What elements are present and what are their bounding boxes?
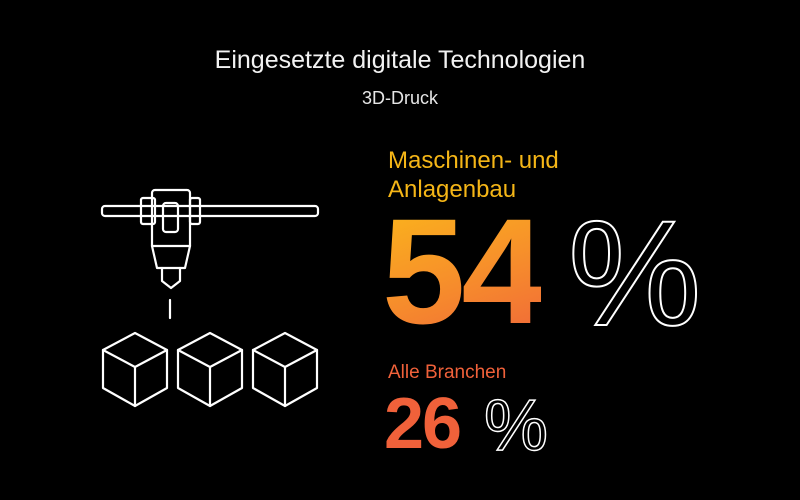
- stat-all-label: Alle Branchen: [388, 362, 507, 383]
- stat-industry-label: Maschinen- und Anlagenbau: [388, 146, 559, 204]
- stat-all-percent-sign: %: [483, 385, 549, 467]
- stat-industry-percent-sign: %: [567, 189, 702, 357]
- stat-all-value: 26: [384, 384, 462, 464]
- stat-industry-label-line2: Anlagenbau: [388, 176, 517, 203]
- stat-industry-label-line1: Maschinen- und: [388, 147, 559, 174]
- page-title: Eingesetzte digitale Technologien: [214, 46, 586, 74]
- page-subtitle: 3D-Druck: [361, 88, 438, 108]
- 3d-printer-icon: [100, 188, 320, 408]
- stat-industry-value: 54: [382, 187, 545, 355]
